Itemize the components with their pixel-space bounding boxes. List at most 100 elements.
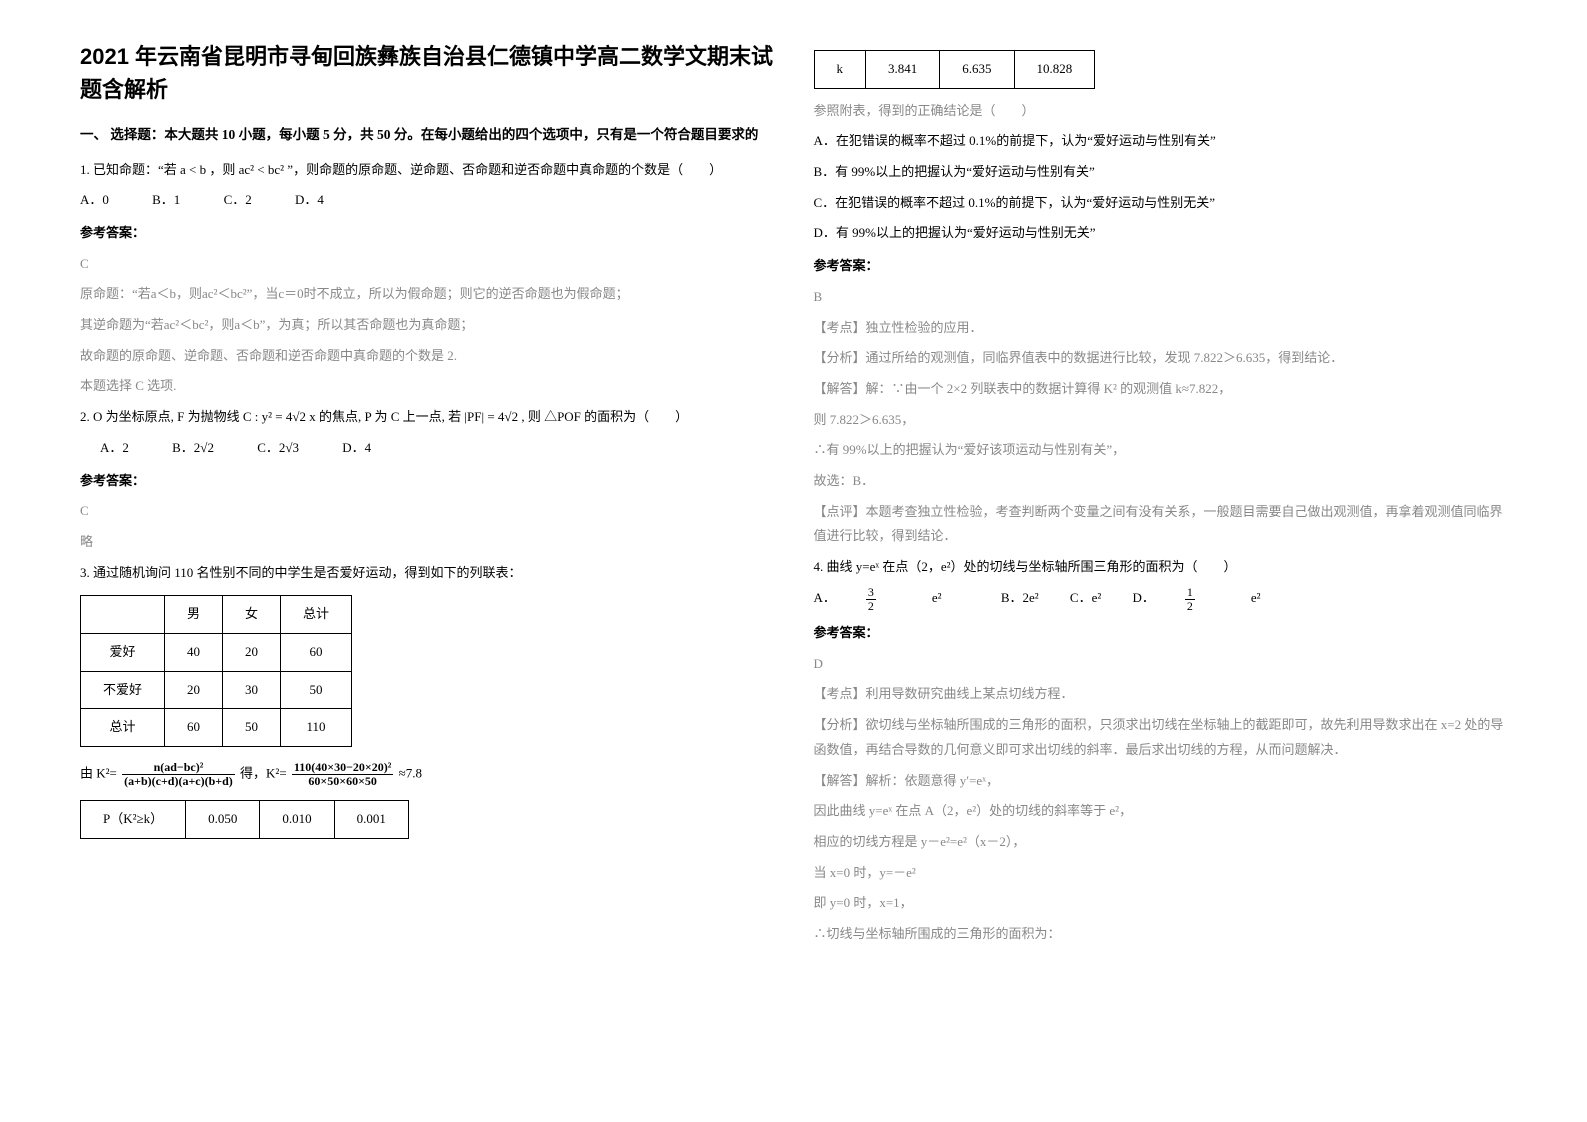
approx: ≈7.8 bbox=[399, 766, 422, 781]
q1-exp4: 本题选择 C 选项. bbox=[80, 374, 774, 399]
cell: 3.841 bbox=[866, 51, 940, 89]
q1-stem: 1. 已知命题：“若 a < b ，则 ac² < bc² ”，则命题的原命题、… bbox=[80, 158, 774, 183]
q4-js5: 即 y=0 时，x=1， bbox=[814, 891, 1508, 916]
cell: 总计 bbox=[281, 596, 352, 634]
q3-optD: D．有 99%以上的把握认为“爱好运动与性别无关” bbox=[814, 221, 1508, 246]
section-heading: 一、 选择题：本大题共 10 小题，每小题 5 分，共 50 分。在每小题给出的… bbox=[80, 122, 774, 148]
q4-stem: 4. 曲线 y=eˣ 在点（2，e²）处的切线与坐标轴所围三角形的面积为（ ） bbox=[814, 555, 1508, 580]
q2-answer: C bbox=[80, 499, 774, 524]
q1-exp3: 故命题的原命题、逆命题、否命题和逆否命题中真命题的个数是 2. bbox=[80, 344, 774, 369]
table-row: k 3.841 6.635 10.828 bbox=[814, 51, 1095, 89]
table-row: 男 女 总计 bbox=[81, 596, 352, 634]
q4-js2: 因此曲线 y=eˣ 在点 A（2，e²）处的切线的斜率等于 e²， bbox=[814, 799, 1508, 824]
cell: 50 bbox=[223, 709, 281, 747]
q3-contingency-table: 男 女 总计 爱好 40 20 60 不爱好 20 30 50 总计 60 50… bbox=[80, 595, 352, 747]
formula-prefix: 由 K²= bbox=[80, 766, 117, 781]
formula-mid: 得，K²= bbox=[240, 766, 287, 781]
q2-optB: B．2√2 bbox=[172, 436, 214, 461]
q1-optC: C．2 bbox=[224, 188, 252, 213]
q4-answer: D bbox=[814, 652, 1508, 677]
page-title: 2021 年云南省昆明市寻甸回族彝族自治县仁德镇中学高二数学文期末试题含解析 bbox=[80, 40, 774, 106]
cell: 110 bbox=[281, 709, 352, 747]
cell: k bbox=[814, 51, 866, 89]
cell: 60 bbox=[281, 633, 352, 671]
q3-dp: 【点评】本题考查独立性检验，考查判断两个变量之间有没有关系，一般题目需要自己做出… bbox=[814, 500, 1508, 549]
q4-options: A． 32 e² B．2e² C．e² D． 12 e² bbox=[814, 586, 1508, 613]
cell: 20 bbox=[165, 671, 223, 709]
table-row: P（K²≥k） 0.050 0.010 0.001 bbox=[81, 801, 409, 839]
q4-js4: 当 x=0 时，y=－e² bbox=[814, 861, 1508, 886]
frac-den: (a+b)(c+d)(a+c)(b+d) bbox=[122, 775, 235, 788]
q2-optC: C．2√3 bbox=[257, 436, 299, 461]
q4-optC: C．e² bbox=[1070, 586, 1101, 611]
q4-answer-head: 参考答案： bbox=[814, 621, 1508, 646]
q4-js6: ∴切线与坐标轴所围成的三角形的面积为： bbox=[814, 922, 1508, 947]
q1-optB: B．1 bbox=[152, 188, 180, 213]
q3-p-table-row2: k 3.841 6.635 10.828 bbox=[814, 50, 1096, 89]
q4-optA: A． 32 e² bbox=[814, 586, 970, 613]
table-row: 不爱好 20 30 50 bbox=[81, 671, 352, 709]
cell: 40 bbox=[165, 633, 223, 671]
q3-k-formula: 由 K²= n(ad−bc)² (a+b)(c+d)(a+c)(b+d) 得，K… bbox=[80, 761, 774, 788]
q3-fx: 【分析】通过所给的观测值，同临界值表中的数据进行比较，发现 7.822＞6.63… bbox=[814, 346, 1508, 371]
q1-optA: A．0 bbox=[80, 188, 109, 213]
q1-exp1: 原命题：“若a＜b，则ac²＜bc²”，当c＝0时不成立，所以为假命题；则它的逆… bbox=[80, 282, 774, 307]
q1-exp2: 其逆命题为“若ac²＜bc²，则a＜b”，为真；所以其否命题也为真命题； bbox=[80, 313, 774, 338]
frac-num: n(ad−bc)² bbox=[122, 761, 235, 775]
q3-optC: C．在犯错误的概率不超过 0.1%的前提下，认为“爱好运动与性别无关” bbox=[814, 191, 1508, 216]
cell: 60 bbox=[165, 709, 223, 747]
q2-options: A．2 B．2√2 C．2√3 D．4 bbox=[80, 436, 774, 461]
cell: 0.010 bbox=[260, 801, 334, 839]
cell: 爱好 bbox=[81, 633, 165, 671]
table-row: 总计 60 50 110 bbox=[81, 709, 352, 747]
optA-pre: A． bbox=[814, 586, 836, 611]
formula-fraction-2: 110(40×30−20×20)² 60×50×60×50 bbox=[292, 761, 393, 788]
q3-after-table: 参照附表，得到的正确结论是（ ） bbox=[814, 99, 1508, 124]
q2-exp: 略 bbox=[80, 530, 774, 555]
q4-js3: 相应的切线方程是 y－e²=e²（x－2）， bbox=[814, 830, 1508, 855]
q3-js4: 故选：B． bbox=[814, 469, 1508, 494]
cell bbox=[81, 596, 165, 634]
optA-frac: 32 bbox=[866, 586, 904, 613]
q2-stem: 2. O 为坐标原点, F 为抛物线 C : y² = 4√2 x 的焦点, P… bbox=[80, 405, 774, 430]
q3-stem: 3. 通过随机询问 110 名性别不同的中学生是否爱好运动，得到如下的列联表： bbox=[80, 561, 774, 586]
cell: 10.828 bbox=[1014, 51, 1095, 89]
cell: 50 bbox=[281, 671, 352, 709]
optD-post: e² bbox=[1251, 586, 1261, 611]
q3-answer-head: 参考答案： bbox=[814, 254, 1508, 279]
q4-optB: B．2e² bbox=[1001, 586, 1039, 611]
q3-optB: B．有 99%以上的把握认为“爱好运动与性别有关” bbox=[814, 160, 1508, 185]
formula-fraction: n(ad−bc)² (a+b)(c+d)(a+c)(b+d) bbox=[122, 761, 235, 788]
cell: 总计 bbox=[81, 709, 165, 747]
q3-js1: 【解答】解：∵由一个 2×2 列联表中的数据计算得 K² 的观测值 k≈7.82… bbox=[814, 377, 1508, 402]
cell: 30 bbox=[223, 671, 281, 709]
q1-optD: D．4 bbox=[295, 188, 324, 213]
frac-den: 60×50×60×50 bbox=[292, 775, 393, 788]
cell: 男 bbox=[165, 596, 223, 634]
q4-js1: 【解答】解析：依题意得 y′=eˣ， bbox=[814, 769, 1508, 794]
q1-answer-head: 参考答案： bbox=[80, 221, 774, 246]
q3-kd: 【考点】独立性检验的应用． bbox=[814, 316, 1508, 341]
cell: P（K²≥k） bbox=[81, 801, 186, 839]
q2-answer-head: 参考答案： bbox=[80, 469, 774, 494]
q3-optA: A．在犯错误的概率不超过 0.1%的前提下，认为“爱好运动与性别有关” bbox=[814, 129, 1508, 154]
q4-fx: 【分析】欲切线与坐标轴所围成的三角形的面积，只须求出切线在坐标轴上的截距即可，故… bbox=[814, 713, 1508, 762]
q3-answer: B bbox=[814, 285, 1508, 310]
optD-pre: D． bbox=[1133, 586, 1155, 611]
table-row: 爱好 40 20 60 bbox=[81, 633, 352, 671]
frac-num: 110(40×30−20×20)² bbox=[292, 761, 393, 775]
q3-js3: ∴有 99%以上的把握认为“爱好该项运动与性别有关”， bbox=[814, 438, 1508, 463]
cell: 20 bbox=[223, 633, 281, 671]
cell: 女 bbox=[223, 596, 281, 634]
q2-optD: D．4 bbox=[342, 436, 371, 461]
q3-p-table-row1: P（K²≥k） 0.050 0.010 0.001 bbox=[80, 800, 409, 839]
q4-optD: D． 12 e² bbox=[1133, 586, 1289, 613]
q1-options: A．0 B．1 C．2 D．4 bbox=[80, 188, 774, 213]
optA-post: e² bbox=[932, 586, 942, 611]
q2-optA: A．2 bbox=[100, 436, 129, 461]
cell: 0.050 bbox=[186, 801, 260, 839]
cell: 不爱好 bbox=[81, 671, 165, 709]
q3-js2: 则 7.822＞6.635， bbox=[814, 408, 1508, 433]
cell: 6.635 bbox=[940, 51, 1014, 89]
optD-frac: 12 bbox=[1185, 586, 1223, 613]
